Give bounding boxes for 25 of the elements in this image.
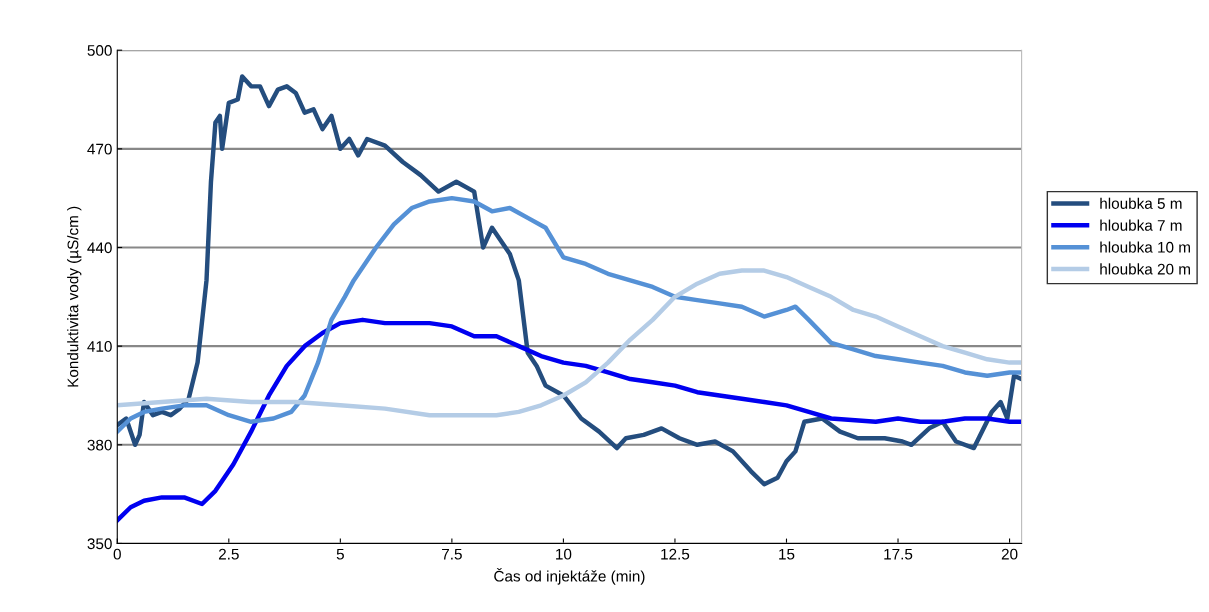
x-tick-label: 5 [336,548,344,560]
y-tick-label: 380 [87,439,112,451]
line-series [117,317,1022,523]
legend-label: hloubka 10 m [1100,241,1190,253]
x-tick-label: 12.5 [661,548,690,560]
legend-label: hloubka 5 m [1100,197,1182,209]
x-axis-title: Čas od injektáže (min) [494,568,645,585]
y-tick-label: 470 [87,143,112,155]
x-tick-label: 2.5 [218,548,239,560]
legend-label: hloubka 20 m [1100,263,1190,275]
y-tick-label: 500 [87,45,112,56]
x-tick-label: 0 [113,548,121,560]
x-tick-label: 15 [779,548,795,560]
x-tick-label: 17.5 [884,548,913,560]
line-series [117,195,1022,434]
x-tick-label: 20 [1001,548,1018,560]
legend-label: hloubka 7 m [1100,219,1182,231]
line-series [117,268,1022,418]
y-tick-label: 350 [87,538,112,550]
x-tick-label: 7.5 [442,548,462,560]
y-axis-title: Konduktivita vody (µS/cm ) [67,206,82,387]
x-tick-label: 10 [556,548,572,560]
y-tick-label: 440 [87,242,112,254]
y-tick-label: 410 [87,341,112,352]
line-series [117,74,1022,487]
